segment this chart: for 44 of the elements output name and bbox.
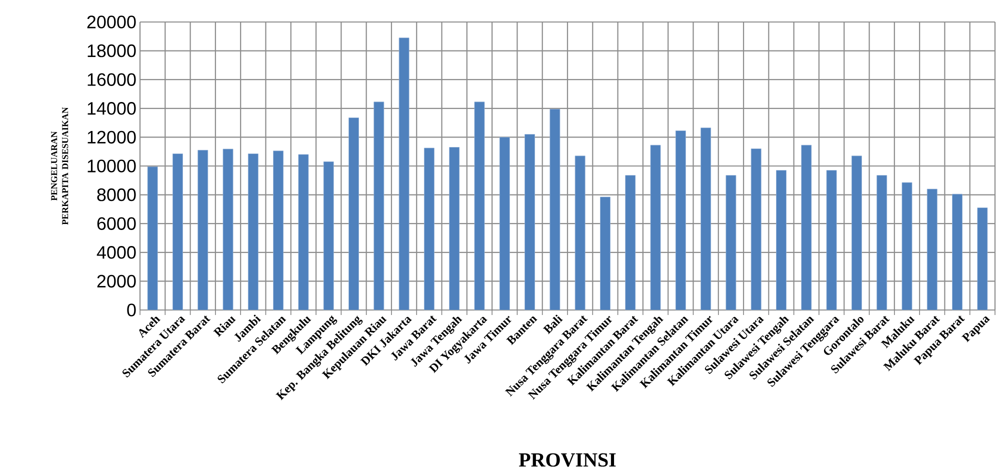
bar (348, 118, 359, 310)
bar (550, 108, 560, 310)
bar (172, 154, 183, 310)
bar (323, 161, 334, 310)
bar (524, 134, 535, 310)
bar (499, 137, 510, 310)
y-tick-label: 8000 (97, 188, 136, 202)
bar (600, 196, 610, 310)
x-tick-label: Bali (542, 314, 563, 334)
bar (776, 170, 786, 310)
bar (750, 148, 762, 310)
bar (625, 175, 636, 310)
bar (248, 154, 258, 310)
bar (650, 144, 661, 310)
bar (675, 130, 686, 310)
y-tick-label: 10000 (88, 160, 136, 172)
bar (147, 166, 158, 310)
bar (876, 175, 888, 310)
bar (801, 144, 812, 310)
y-tick-label: 0 (127, 304, 136, 316)
y-tick-label: 14000 (88, 102, 136, 115)
y-tick-label: 16000 (88, 73, 136, 86)
bar (574, 156, 586, 310)
bar (273, 150, 284, 310)
bar (926, 188, 938, 310)
bar (374, 102, 384, 310)
y-tick-label: 18000 (88, 44, 136, 58)
bar (198, 150, 208, 310)
y-tick-label: 6000 (97, 217, 136, 230)
x-axis-title: PROVINSI (518, 453, 616, 467)
y-tick-label: 12000 (88, 130, 136, 144)
bar (726, 175, 736, 310)
bar (826, 170, 837, 310)
bar (449, 147, 460, 310)
y-tick-label: 20000 (87, 16, 136, 28)
bar (952, 194, 962, 310)
y-tick-label: 2000 (97, 274, 136, 288)
bar (398, 38, 410, 310)
y-axis-title: PENGELUARAN PERKAPITA DISESUAIKAN (51, 107, 68, 225)
bar (424, 148, 434, 310)
bar (474, 102, 485, 310)
bar (700, 128, 712, 310)
bar (852, 156, 862, 310)
y-tick-label: 4000 (96, 246, 136, 259)
